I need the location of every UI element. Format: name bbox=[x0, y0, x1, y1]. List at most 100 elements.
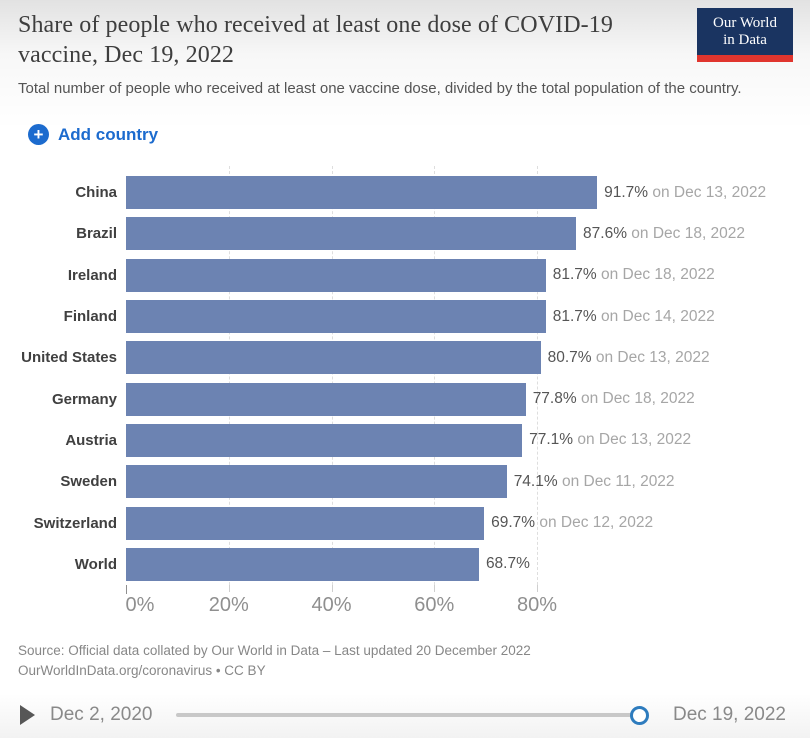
chart-row: Austria 77.1% on Dec 13, 2022 bbox=[0, 420, 810, 461]
axis-tick-label: 80% bbox=[516, 593, 558, 616]
bar-area: 80.7% on Dec 13, 2022 bbox=[126, 337, 810, 378]
bar[interactable] bbox=[126, 258, 546, 292]
entity-label: Germany bbox=[51, 390, 117, 408]
axis-tick bbox=[434, 584, 436, 592]
timeline-slider: Dec 2, 2020 Dec 19, 2022 bbox=[0, 700, 810, 730]
chart-subtitle: Total number of people who received at l… bbox=[18, 80, 742, 97]
axis-tick-label: 40% bbox=[311, 593, 352, 616]
value-percent: 80.7% bbox=[547, 348, 592, 366]
timeline-handle[interactable] bbox=[629, 706, 649, 725]
axis-tick-label: 20% bbox=[208, 593, 249, 616]
bar-area: 77.1% on Dec 13, 2022 bbox=[126, 420, 810, 461]
axis-tick-label: 60% bbox=[414, 593, 455, 616]
value-date: on Dec 13, 2022 bbox=[573, 431, 692, 449]
value-percent: 69.7% bbox=[491, 514, 536, 532]
chart-row: Brazil 87.6% on Dec 18, 2022 bbox=[0, 213, 810, 254]
value-label: 77.1% on Dec 13, 2022 bbox=[529, 431, 691, 449]
value-date: on Dec 18, 2022 bbox=[576, 390, 695, 408]
value-percent: 77.1% bbox=[529, 431, 574, 449]
value-percent: 81.7% bbox=[552, 266, 597, 284]
axis-tick bbox=[537, 584, 538, 592]
axis-tick bbox=[228, 584, 230, 592]
play-button[interactable] bbox=[20, 705, 38, 725]
chart-row: Germany 77.8% on Dec 18, 2022 bbox=[0, 378, 810, 419]
value-label: 81.7% on Dec 14, 2022 bbox=[553, 308, 715, 326]
bar[interactable] bbox=[126, 217, 577, 251]
chart-header: Share of people who received at least on… bbox=[0, 8, 810, 99]
value-date: on Dec 12, 2022 bbox=[535, 514, 654, 532]
bar[interactable] bbox=[126, 506, 485, 540]
bar-area: 74.1% on Dec 11, 2022 bbox=[126, 461, 810, 502]
bar-area: 77.8% on Dec 18, 2022 bbox=[126, 378, 810, 419]
add-country-label: Add country bbox=[58, 124, 159, 144]
chart-controls: + Add country bbox=[28, 124, 810, 148]
value-percent: 81.7% bbox=[552, 307, 597, 325]
timeline-track[interactable] bbox=[176, 705, 649, 725]
value-label: 74.1% on Dec 11, 2022 bbox=[514, 473, 675, 491]
chart-row: China 91.7% on Dec 13, 2022 bbox=[0, 172, 810, 213]
entity-label: Austria bbox=[65, 431, 117, 449]
value-date: on Dec 18, 2022 bbox=[626, 224, 746, 242]
bar[interactable] bbox=[126, 300, 546, 334]
value-percent: 91.7% bbox=[604, 183, 649, 201]
axis-tick bbox=[331, 584, 333, 592]
bar-area: 81.7% on Dec 14, 2022 bbox=[126, 296, 810, 337]
entity-label: Sweden bbox=[60, 473, 117, 491]
bar-area: 68.7% bbox=[126, 544, 810, 585]
value-label: 81.7% on Dec 18, 2022 bbox=[553, 266, 715, 284]
bar[interactable] bbox=[126, 547, 479, 581]
timeline-start-date: Dec 2, 2020 bbox=[50, 704, 153, 725]
source-line-1: Source: Official data collated by Our Wo… bbox=[18, 642, 531, 658]
entity-label: United States bbox=[21, 349, 117, 367]
plus-circle-icon: + bbox=[28, 124, 49, 145]
bar-area: 69.7% on Dec 12, 2022 bbox=[126, 502, 810, 543]
bar[interactable] bbox=[126, 341, 541, 375]
value-percent: 74.1% bbox=[513, 472, 558, 490]
plot-area: China 91.7% on Dec 13, 2022 Brazil 87.6% on… bbox=[0, 166, 810, 585]
owid-logo[interactable]: Our World in Data bbox=[697, 8, 793, 62]
value-percent: 68.7% bbox=[485, 555, 530, 573]
value-label: 80.7% on Dec 13, 2022 bbox=[548, 349, 710, 367]
source-note: Source: Official data collated by Our Wo… bbox=[18, 641, 810, 681]
value-date: on Dec 11, 2022 bbox=[557, 472, 675, 490]
value-percent: 87.6% bbox=[583, 224, 627, 242]
chart-row: World 68.7% bbox=[0, 544, 810, 585]
value-label: 77.8% on Dec 18, 2022 bbox=[533, 390, 695, 408]
axis-tick-label: 0% bbox=[125, 593, 155, 616]
add-country-button[interactable]: + Add country bbox=[28, 124, 158, 145]
value-date: on Dec 13, 2022 bbox=[648, 183, 767, 201]
chart-row: Finland 81.7% on Dec 14, 2022 bbox=[0, 296, 810, 337]
value-label: 91.7% on Dec 13, 2022 bbox=[604, 184, 766, 202]
play-icon bbox=[20, 705, 35, 725]
entity-label: Brazil bbox=[76, 225, 117, 243]
owid-logo-line2: in Data bbox=[723, 31, 767, 48]
bar[interactable] bbox=[126, 465, 507, 499]
bar[interactable] bbox=[126, 423, 523, 457]
value-label: 87.6% on Dec 18, 2022 bbox=[583, 225, 745, 243]
entity-label: Finland bbox=[63, 308, 117, 326]
value-label: 69.7% on Dec 12, 2022 bbox=[491, 514, 653, 532]
bar-area: 87.6% on Dec 18, 2022 bbox=[126, 213, 810, 254]
owid-logo-line1: Our World bbox=[713, 14, 777, 31]
value-date: on Dec 14, 2022 bbox=[596, 307, 715, 325]
chart-row: United States 80.7% on Dec 13, 2022 bbox=[0, 337, 810, 378]
chart-row: Ireland 81.7% on Dec 18, 2022 bbox=[0, 255, 810, 296]
entity-label: China bbox=[75, 184, 117, 202]
entity-label: World bbox=[74, 555, 117, 573]
bar-area: 81.7% on Dec 18, 2022 bbox=[126, 255, 810, 296]
entity-label: Ireland bbox=[67, 266, 117, 284]
chart-row: Sweden 74.1% on Dec 11, 2022 bbox=[0, 461, 810, 502]
value-date: on Dec 13, 2022 bbox=[591, 348, 710, 366]
bar[interactable] bbox=[126, 176, 598, 210]
value-date: on Dec 18, 2022 bbox=[596, 266, 715, 284]
entity-label: Switzerland bbox=[33, 514, 117, 532]
axis-tick bbox=[126, 584, 127, 594]
timeline-track-line bbox=[176, 713, 639, 717]
value-label: 68.7% bbox=[486, 555, 530, 573]
timeline-end-date: Dec 19, 2022 bbox=[672, 704, 786, 725]
chart-row: Switzerland 69.7% on Dec 12, 2022 bbox=[0, 502, 810, 543]
bar[interactable] bbox=[126, 382, 526, 416]
page-title: Share of people who received at least on… bbox=[18, 12, 613, 68]
x-axis: 0% 20% 40% 60% 80% bbox=[125, 584, 810, 625]
